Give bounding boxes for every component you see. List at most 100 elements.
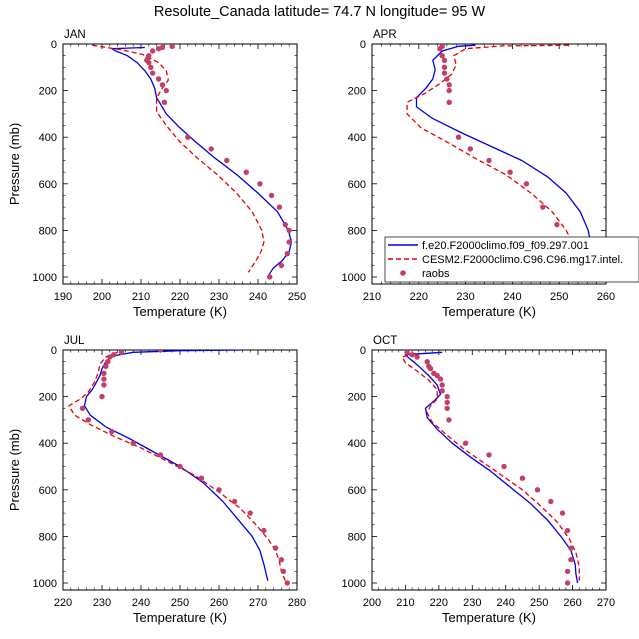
- obs-point: [444, 405, 450, 411]
- panel-label: JUL: [64, 335, 85, 347]
- y-tick-label: 400: [348, 132, 366, 144]
- obs-point: [157, 350, 164, 353]
- x-tick-label: 200: [93, 291, 111, 303]
- y-tick-label: 800: [348, 531, 366, 543]
- y-tick-label: 800: [348, 225, 366, 237]
- y-tick-label: 1000: [342, 272, 366, 284]
- obs-point: [261, 527, 267, 534]
- x-tick-label: 230: [93, 597, 111, 609]
- obs-point: [267, 274, 273, 280]
- obs-point: [130, 440, 136, 446]
- obs-point: [444, 76, 450, 82]
- obs-point: [437, 376, 444, 382]
- legend-label-model1: f.e20.F2000climo.f09_f09.297.001: [422, 240, 589, 252]
- obs-point: [268, 192, 275, 199]
- y-tick-label: 200: [39, 86, 57, 98]
- obs-point: [409, 352, 415, 358]
- obs-point: [150, 48, 156, 54]
- legend-label-model2: CESM2.F2000climo.C96.C96.mg17.intel.: [422, 254, 623, 266]
- y-tick-label: 200: [39, 392, 57, 404]
- obs-point: [284, 580, 290, 586]
- legend-box: [384, 236, 639, 283]
- obs-point: [163, 87, 169, 94]
- obs-point: [501, 463, 507, 470]
- x-tick-label: 220: [430, 597, 448, 609]
- obs-point: [231, 498, 238, 505]
- obs-point: [155, 46, 162, 52]
- obs-point: [105, 359, 111, 365]
- y-tick-label: 600: [39, 485, 57, 497]
- panels: 190 200 210 220 230 240 250 0 200 400 600 800 1000 JA…: [7, 29, 615, 625]
- obs-point: [568, 557, 574, 563]
- y-tick-label: 800: [39, 225, 57, 237]
- obs-point: [99, 393, 105, 400]
- obs-point: [208, 146, 214, 152]
- obs-point: [278, 557, 285, 563]
- x-tick-label: 240: [497, 597, 515, 609]
- y-tick-label: 600: [348, 485, 366, 497]
- y-tick-label: 400: [348, 438, 366, 450]
- y-tick-label: 200: [348, 392, 366, 404]
- obs-point: [439, 53, 445, 59]
- obs-point: [486, 452, 492, 458]
- x-axis-label: Temperature (K): [133, 304, 227, 319]
- obs-point: [564, 568, 571, 575]
- obs-point: [286, 239, 292, 245]
- panel-jul: 220 230 240 250 260 270 280 0 200 400 600 800 1000 JU…: [7, 335, 306, 625]
- obs-point: [507, 169, 513, 175]
- obs-point: [439, 388, 445, 394]
- obs-point: [146, 59, 152, 66]
- obs-point: [148, 64, 154, 71]
- obs-point: [150, 70, 156, 76]
- obs-point: [85, 417, 92, 423]
- obs-point: [257, 181, 263, 187]
- obs-point: [540, 204, 546, 210]
- plot-frame: [62, 349, 298, 591]
- y-tick-label: 0: [51, 345, 57, 357]
- y-tick-label: 400: [39, 132, 57, 144]
- obs-point: [118, 350, 125, 355]
- x-tick-label: 240: [503, 291, 521, 303]
- x-tick-label: 250: [288, 291, 306, 303]
- obs-point: [157, 452, 164, 458]
- obs-point: [79, 405, 86, 411]
- obs-point: [216, 487, 222, 493]
- obs-point: [278, 262, 285, 269]
- obs-point: [424, 359, 430, 365]
- obs-point: [564, 580, 571, 586]
- legend-label-obs: raobs: [422, 268, 450, 280]
- plot-frame: [62, 43, 298, 285]
- y-tick-label: 0: [360, 39, 366, 51]
- y-tick-label: 0: [51, 39, 57, 51]
- obs-point: [446, 87, 452, 94]
- y-tick-label: 600: [348, 179, 366, 191]
- y-tick-label: 600: [39, 179, 57, 191]
- obs-point: [282, 221, 288, 228]
- obs-point: [243, 169, 249, 175]
- obs-point: [467, 146, 473, 152]
- legend-marker-obs: [400, 270, 406, 276]
- obs-point: [519, 475, 526, 481]
- y-tick-label: 400: [39, 438, 57, 450]
- obs-point: [161, 99, 168, 106]
- x-tick-label: 230: [210, 291, 228, 303]
- x-tick-label: 210: [132, 291, 150, 303]
- panel-label: APR: [373, 29, 397, 41]
- y-tick-label: 1000: [33, 272, 57, 284]
- x-tick-label: 220: [410, 291, 428, 303]
- x-axis-label: Temperature (K): [442, 304, 536, 319]
- obs-point: [564, 527, 571, 534]
- obs-point: [280, 568, 287, 575]
- panel-oct: 200 210 220 230 240 250 260 270 0 200 400 600 800 100…: [342, 335, 616, 625]
- obs-point: [247, 510, 253, 516]
- series-group: [401, 350, 580, 586]
- obs-point: [534, 487, 541, 493]
- series-line-model2: [401, 352, 580, 581]
- obs-point: [159, 82, 166, 88]
- x-tick-label: 240: [249, 291, 267, 303]
- legend: f.e20.F2000climo.f09_f09.297.001 CESM2.F…: [384, 236, 639, 283]
- obs-point: [437, 46, 443, 52]
- x-tick-label: 250: [171, 597, 189, 609]
- obs-point: [284, 251, 290, 257]
- obs-point: [559, 510, 566, 516]
